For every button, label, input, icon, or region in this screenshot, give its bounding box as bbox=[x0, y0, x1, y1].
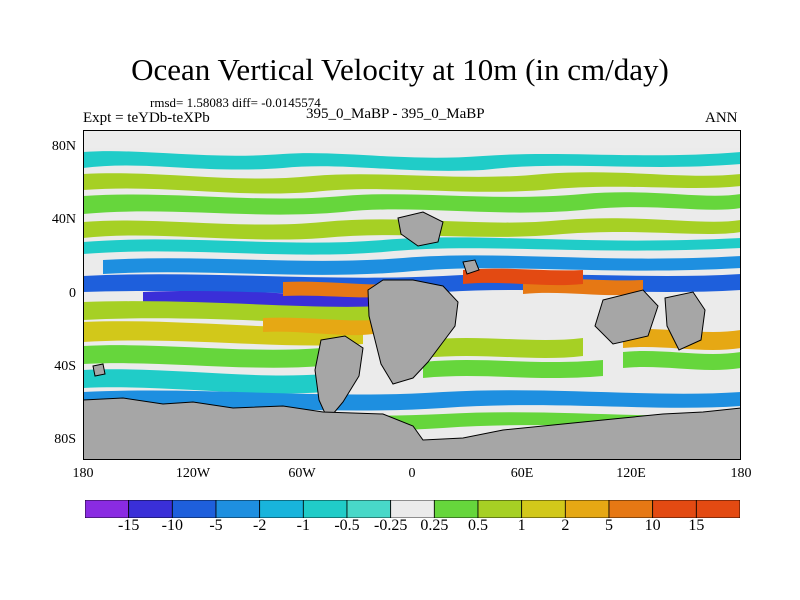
arctic-region bbox=[83, 130, 741, 148]
colorbar-label: -0.25 bbox=[373, 517, 408, 534]
experiment-label: Expt = teYDb-teXPb bbox=[83, 110, 210, 126]
colorbar-label: -10 bbox=[161, 517, 183, 534]
y-tick-80n: 80N bbox=[51, 139, 76, 154]
x-tick-180w: 180 bbox=[72, 466, 94, 481]
colorbar-box bbox=[302, 500, 348, 518]
stats-label: rmsd= 1.58083 diff= -0.0145574 bbox=[150, 95, 321, 110]
x-tick-120w: 120W bbox=[175, 466, 211, 481]
colorbar-label: -0.5 bbox=[334, 517, 360, 534]
colorbar-label: 0.5 bbox=[468, 517, 488, 534]
colorbar-box bbox=[608, 500, 654, 518]
x-tick-60w: 60W bbox=[288, 466, 316, 481]
colorbar-label: 10 bbox=[644, 517, 661, 534]
x-tick-180e: 180 bbox=[730, 466, 752, 481]
colorbar-box bbox=[564, 500, 610, 518]
colorbar-label: -1 bbox=[296, 517, 310, 534]
colorbar-label: 5 bbox=[605, 517, 613, 534]
x-tick-60e: 60E bbox=[510, 466, 534, 481]
plot-title: Ocean Vertical Velocity at 10m (in cm/da… bbox=[131, 52, 669, 87]
colorbar-label: 0.25 bbox=[420, 517, 449, 534]
colorbar-label: -2 bbox=[252, 517, 267, 534]
colorbar-box bbox=[521, 500, 566, 518]
land-masses bbox=[83, 211, 741, 460]
y-tick-equator: 0 bbox=[69, 286, 76, 301]
colorbar-box bbox=[259, 500, 304, 518]
colorbar-box bbox=[346, 500, 392, 518]
colorbar-label: 15 bbox=[688, 517, 705, 534]
colorbar-label: 1 bbox=[517, 517, 526, 534]
northern-bands bbox=[83, 151, 741, 275]
colorbar-box bbox=[128, 500, 173, 518]
colorbar-box bbox=[171, 500, 217, 518]
colorbar-box bbox=[695, 500, 740, 518]
colorbar-label: -5 bbox=[209, 517, 223, 534]
season-label: ANN bbox=[705, 110, 738, 126]
colorbar-box bbox=[477, 500, 523, 518]
case-label: 395_0_MaBP - 395_0_MaBP bbox=[306, 106, 485, 122]
equatorial-bands bbox=[83, 268, 741, 346]
colorbar-box bbox=[215, 500, 261, 518]
y-tick-40s: 40S bbox=[54, 359, 76, 374]
colorbar-label: -15 bbox=[117, 517, 140, 534]
colorbar bbox=[85, 500, 740, 518]
x-tick-0: 0 bbox=[408, 466, 416, 481]
velocity-map bbox=[83, 130, 741, 460]
colorbar-box bbox=[433, 500, 479, 518]
x-tick-120e: 120E bbox=[616, 466, 646, 481]
y-tick-80s: 80S bbox=[54, 432, 76, 447]
y-tick-40n: 40N bbox=[51, 212, 76, 227]
colorbar-box bbox=[652, 500, 697, 518]
colorbar-label: 2 bbox=[561, 517, 570, 534]
colorbar-box bbox=[390, 500, 435, 518]
colorbar-box bbox=[85, 500, 130, 518]
